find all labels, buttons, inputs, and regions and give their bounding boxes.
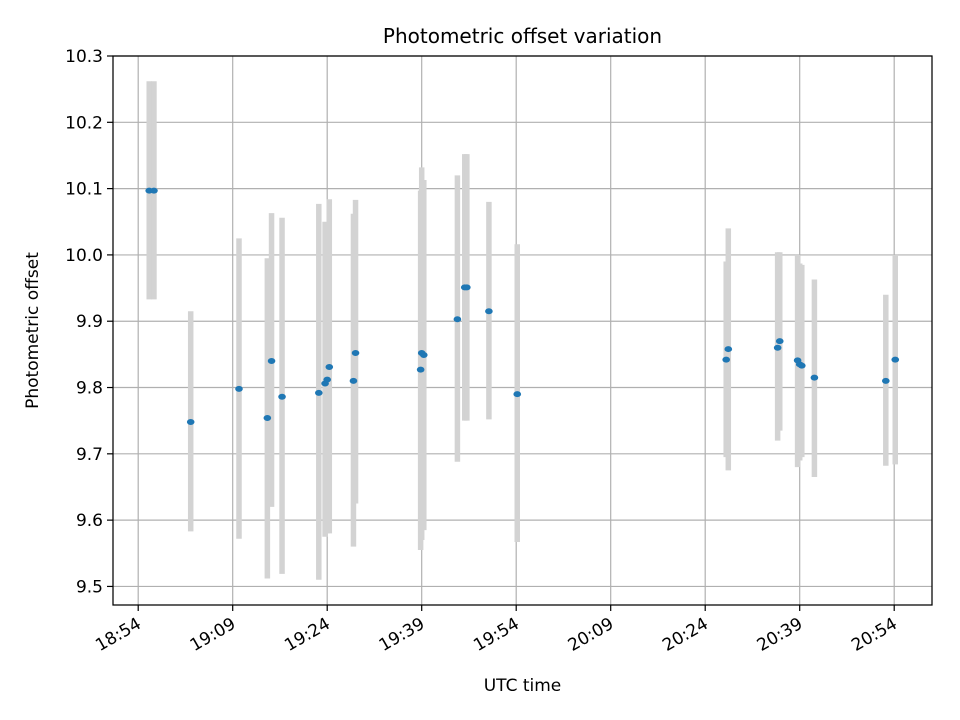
data-point [186, 419, 195, 425]
grid-lines [113, 55, 932, 605]
data-point [722, 356, 730, 363]
y-axis-label: Photometric offset [23, 252, 43, 409]
data-point [150, 187, 158, 194]
x-axis-label: UTC time [484, 676, 562, 696]
data-point [278, 393, 286, 400]
y-tick-label: 10.0 [65, 246, 103, 266]
data-point [724, 346, 733, 353]
y-tick-label: 9.5 [76, 577, 103, 597]
data-point [463, 284, 471, 291]
y-tick-label: 10.2 [65, 113, 103, 133]
data-point [882, 377, 890, 384]
data-point [416, 366, 425, 373]
data-point [453, 316, 462, 323]
data-point [420, 352, 428, 359]
data-point [798, 362, 806, 369]
data-point [263, 415, 272, 422]
data-point [351, 350, 360, 357]
y-tick-label: 9.8 [76, 379, 103, 399]
data-point [267, 358, 276, 364]
y-tick-label: 9.6 [76, 511, 103, 531]
data-point [235, 385, 243, 392]
data-point [891, 356, 900, 363]
data-point [513, 391, 522, 398]
plot-area-frame [112, 55, 933, 606]
data-point [325, 363, 334, 370]
y-tick-label: 10.3 [65, 47, 103, 67]
data-point [485, 308, 493, 315]
data-point [349, 377, 358, 384]
data-point [323, 376, 332, 383]
y-tick-label: 9.9 [76, 312, 103, 332]
data-point [773, 344, 782, 351]
data-points [145, 187, 900, 425]
data-point [775, 338, 784, 345]
data-point [315, 389, 323, 396]
chart-title: Photometric offset variation [383, 24, 662, 48]
y-tick-label: 9.7 [76, 445, 103, 465]
data-point [810, 374, 819, 381]
y-tick-label: 10.1 [65, 180, 103, 200]
